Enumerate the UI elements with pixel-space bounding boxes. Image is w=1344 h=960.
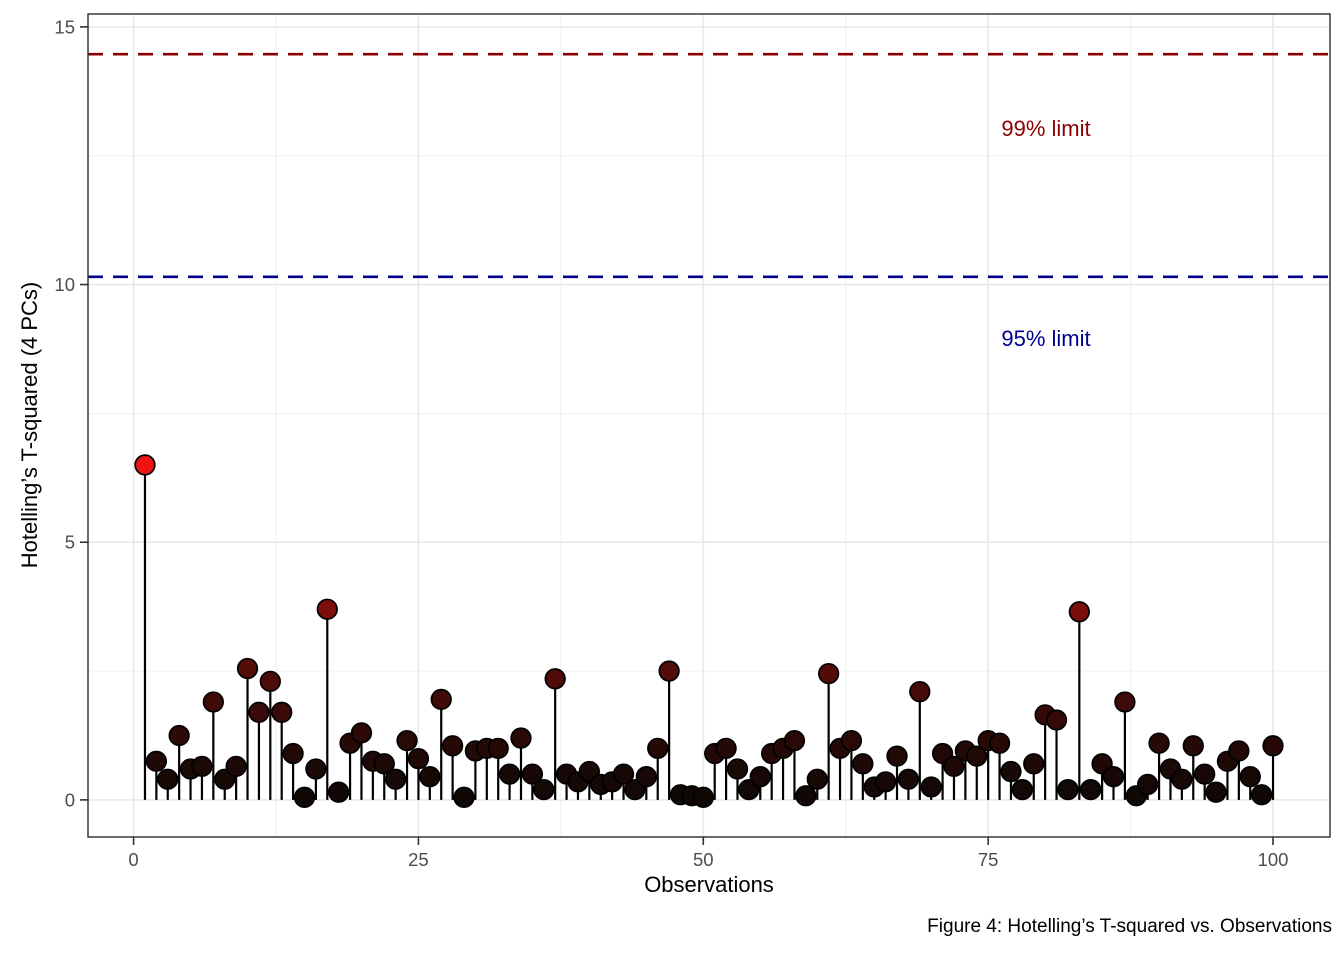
data-point: [943, 755, 965, 778]
data-point: [544, 668, 566, 690]
data-point: [806, 768, 828, 790]
data-point: [521, 763, 544, 785]
y-tick-label: 15: [54, 16, 75, 37]
limit-99-label: 99% limit: [1001, 116, 1091, 141]
data-point: [282, 742, 304, 765]
data-point: [1011, 778, 1033, 801]
data-point: [658, 660, 680, 682]
data-point: [920, 776, 942, 798]
y-tick-label: 10: [54, 274, 75, 295]
data-point: [1057, 778, 1079, 801]
data-point: [316, 598, 338, 620]
data-point: [749, 766, 771, 788]
figure-caption: Figure 4: Hotelling’s T-squared vs. Obse…: [927, 916, 1332, 937]
data-point: [817, 662, 840, 685]
data-point: [635, 766, 657, 788]
data-point: [225, 755, 247, 778]
data-point: [692, 786, 714, 808]
data-point: [1148, 732, 1170, 754]
data-point: [168, 724, 190, 747]
y-tick-label: 0: [65, 789, 75, 810]
data-point: [897, 768, 920, 790]
data-point: [852, 753, 874, 775]
data-point: [1250, 784, 1273, 806]
panel-border: [87, 13, 1331, 838]
data-point: [1080, 778, 1102, 801]
data-point: [487, 737, 509, 760]
x-tick-label: 50: [693, 849, 714, 870]
data-point: [909, 681, 931, 703]
data-point: [1205, 781, 1227, 803]
x-tick-label: 25: [408, 849, 429, 870]
data-point: [441, 735, 464, 757]
data-point: [533, 778, 555, 801]
data-point: [350, 722, 373, 744]
data-point: [1228, 740, 1250, 762]
data-point: [715, 737, 737, 760]
data-point: [145, 750, 168, 772]
data-point: [874, 771, 897, 793]
data-point: [1045, 709, 1068, 731]
data-point: [612, 763, 635, 785]
data-point: [840, 729, 863, 752]
data-point: [1239, 766, 1261, 788]
data-point: [191, 755, 213, 778]
data-point: [236, 657, 259, 680]
x-tick-label: 0: [128, 849, 138, 870]
data-point: [157, 768, 179, 790]
data-point: [1194, 763, 1216, 785]
data-point: [1000, 760, 1022, 783]
data-point: [271, 701, 293, 723]
data-point: [647, 737, 669, 760]
data-point: [966, 745, 988, 767]
data-point: [134, 454, 156, 476]
data-point: [1102, 766, 1125, 788]
data-point: [305, 758, 327, 780]
y-tick-label: 5: [65, 532, 75, 553]
data-point: [453, 786, 475, 808]
data-point: [795, 785, 817, 807]
data-point: [1068, 601, 1090, 623]
data-point: [726, 758, 749, 780]
x-axis-title: Observations: [644, 872, 774, 897]
data-point: [1023, 753, 1045, 775]
x-tick-label: 75: [978, 849, 999, 870]
data-point: [1182, 735, 1204, 757]
data-point: [1262, 735, 1284, 757]
data-point: [373, 753, 395, 775]
data-point: [419, 766, 441, 788]
data-point: [202, 691, 224, 713]
data-point: [407, 748, 430, 770]
data-point: [259, 670, 281, 693]
data-point: [1137, 773, 1159, 796]
data-point: [498, 763, 521, 785]
x-tick-label: 100: [1258, 849, 1289, 870]
data-point: [988, 732, 1011, 754]
data-point: [1114, 691, 1136, 713]
limit-95-label: 95% limit: [1001, 326, 1091, 351]
data-point: [510, 727, 532, 749]
data-point: [248, 701, 270, 723]
data-point: [430, 688, 452, 711]
data-point: [783, 729, 806, 752]
data-point: [396, 729, 418, 752]
data-point: [1171, 768, 1193, 790]
y-axis-title: Hotelling’s T-squared (4 PCs): [17, 281, 42, 569]
data-point: [328, 781, 350, 803]
data-point: [293, 786, 316, 808]
data-point: [385, 768, 407, 790]
data-point: [886, 745, 908, 767]
